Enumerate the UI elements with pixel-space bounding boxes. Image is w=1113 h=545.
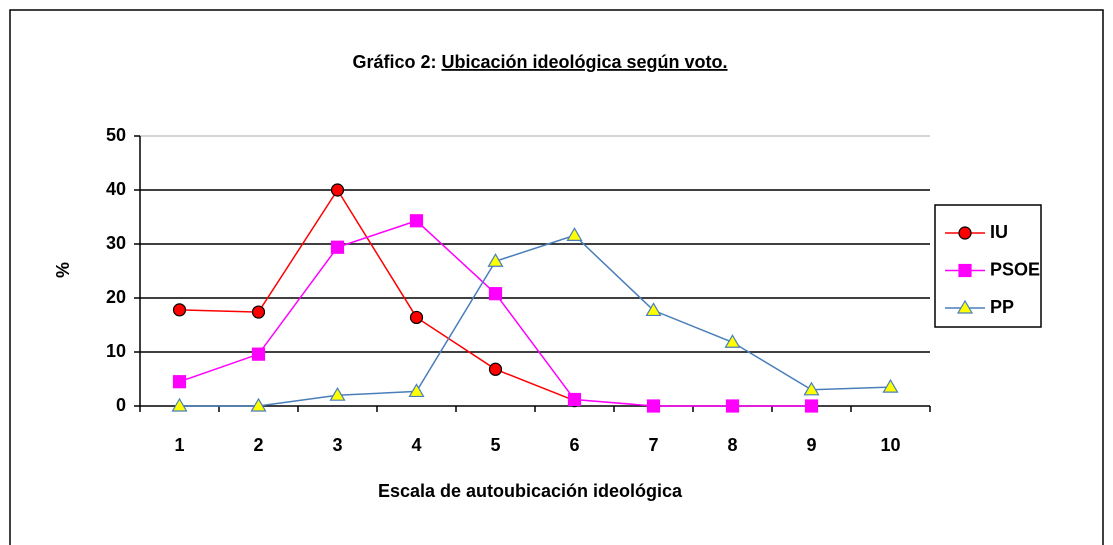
data-point [409,310,424,325]
y-tick-label: 40 [106,179,126,199]
y-tick-label: 50 [106,125,126,145]
data-point [804,399,819,413]
series-line [179,219,812,407]
legend-box [934,204,1042,328]
title-main: Ubicación ideológica según voto. [442,52,728,72]
y-tick-label: 0 [116,395,126,415]
data-point [882,378,899,393]
data-point [172,375,187,389]
data-point [487,253,504,267]
legend-label: IU [990,222,1008,242]
x-tick-label: 10 [880,435,900,455]
x-tick-label: 7 [648,435,658,455]
x-tick-label: 8 [727,435,737,455]
legend-label: PP [990,297,1014,317]
legend-label: PSOE [990,259,1040,279]
legend-marker [956,299,974,314]
series-line [179,188,575,402]
data-point [645,302,662,317]
data-point [488,287,503,301]
data-point [172,303,187,317]
x-tick-label: 3 [332,435,342,455]
y-tick-label: 20 [106,287,126,307]
data-point [251,347,266,361]
data-point [566,227,583,241]
data-point [329,387,346,401]
data-point [409,214,424,228]
data-point [567,392,582,407]
data-point [408,383,425,398]
y-axis-label: % [53,262,73,278]
data-point [646,399,661,413]
chart-title: Gráfico 2: Ubicación ideológica según vo… [352,52,727,72]
x-axis-label: Escala de autoubicación ideológica [378,481,683,501]
x-tick-label: 9 [806,435,816,455]
x-tick-label: 2 [253,435,263,455]
title-prefix: Gráfico 2: [352,52,436,72]
data-point [488,362,503,376]
y-tick-label: 10 [106,341,126,361]
x-tick-label: 5 [490,435,500,455]
legend-marker [958,226,972,240]
data-point [330,240,345,254]
data-point [330,183,345,197]
data-point [250,397,267,412]
x-tick-label: 4 [411,435,421,455]
series-line [179,234,891,407]
x-tick-label: 6 [569,435,579,455]
x-tick-label: 1 [174,435,184,455]
y-tick-label: 30 [106,233,126,253]
data-point [725,399,740,413]
data-point [251,305,266,319]
frame [9,9,1104,545]
data-point [171,397,188,412]
legend-marker [958,263,972,278]
data-point [724,334,741,348]
data-point [803,381,820,396]
